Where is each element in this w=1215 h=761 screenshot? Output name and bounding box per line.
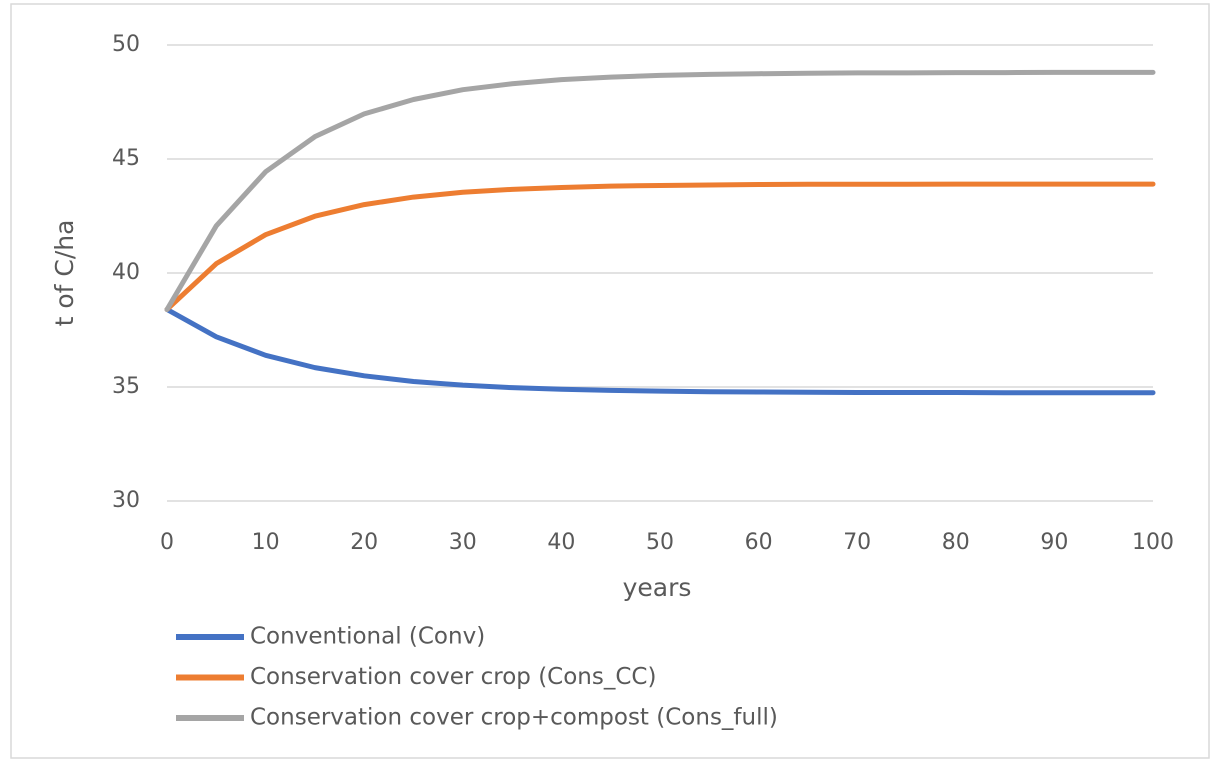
series-line [164, 181, 1156, 312]
legend-label: Conventional (Conv) [250, 624, 485, 650]
x-tick-label: 60 [745, 530, 773, 555]
y-tick-label: 50 [112, 32, 140, 57]
legend-label: Conservation cover crop (Cons_CC) [250, 664, 656, 690]
y-axis-label: t of C/ha [50, 220, 79, 327]
x-tick-label: 30 [449, 530, 477, 555]
series-line [164, 306, 1156, 396]
y-tick-label: 30 [112, 488, 140, 513]
x-tick-label: 100 [1132, 530, 1174, 555]
chart-frame [10, 3, 1210, 759]
x-tick-label: 20 [350, 530, 378, 555]
series-line [164, 69, 1156, 312]
x-tick-label: 40 [547, 530, 575, 555]
x-tick-label: 80 [942, 530, 970, 555]
legend-label: Conservation cover crop+compost (Cons_fu… [250, 705, 778, 731]
x-tick-label: 70 [843, 530, 871, 555]
x-tick-label: 0 [160, 530, 174, 555]
x-tick-label: 10 [252, 530, 280, 555]
y-tick-label: 45 [112, 146, 140, 171]
x-axis-label: years [623, 573, 692, 602]
x-tick-label: 50 [646, 530, 674, 555]
x-tick-label: 90 [1040, 530, 1068, 555]
y-tick-label: 35 [112, 374, 140, 399]
y-tick-label: 40 [112, 260, 140, 285]
